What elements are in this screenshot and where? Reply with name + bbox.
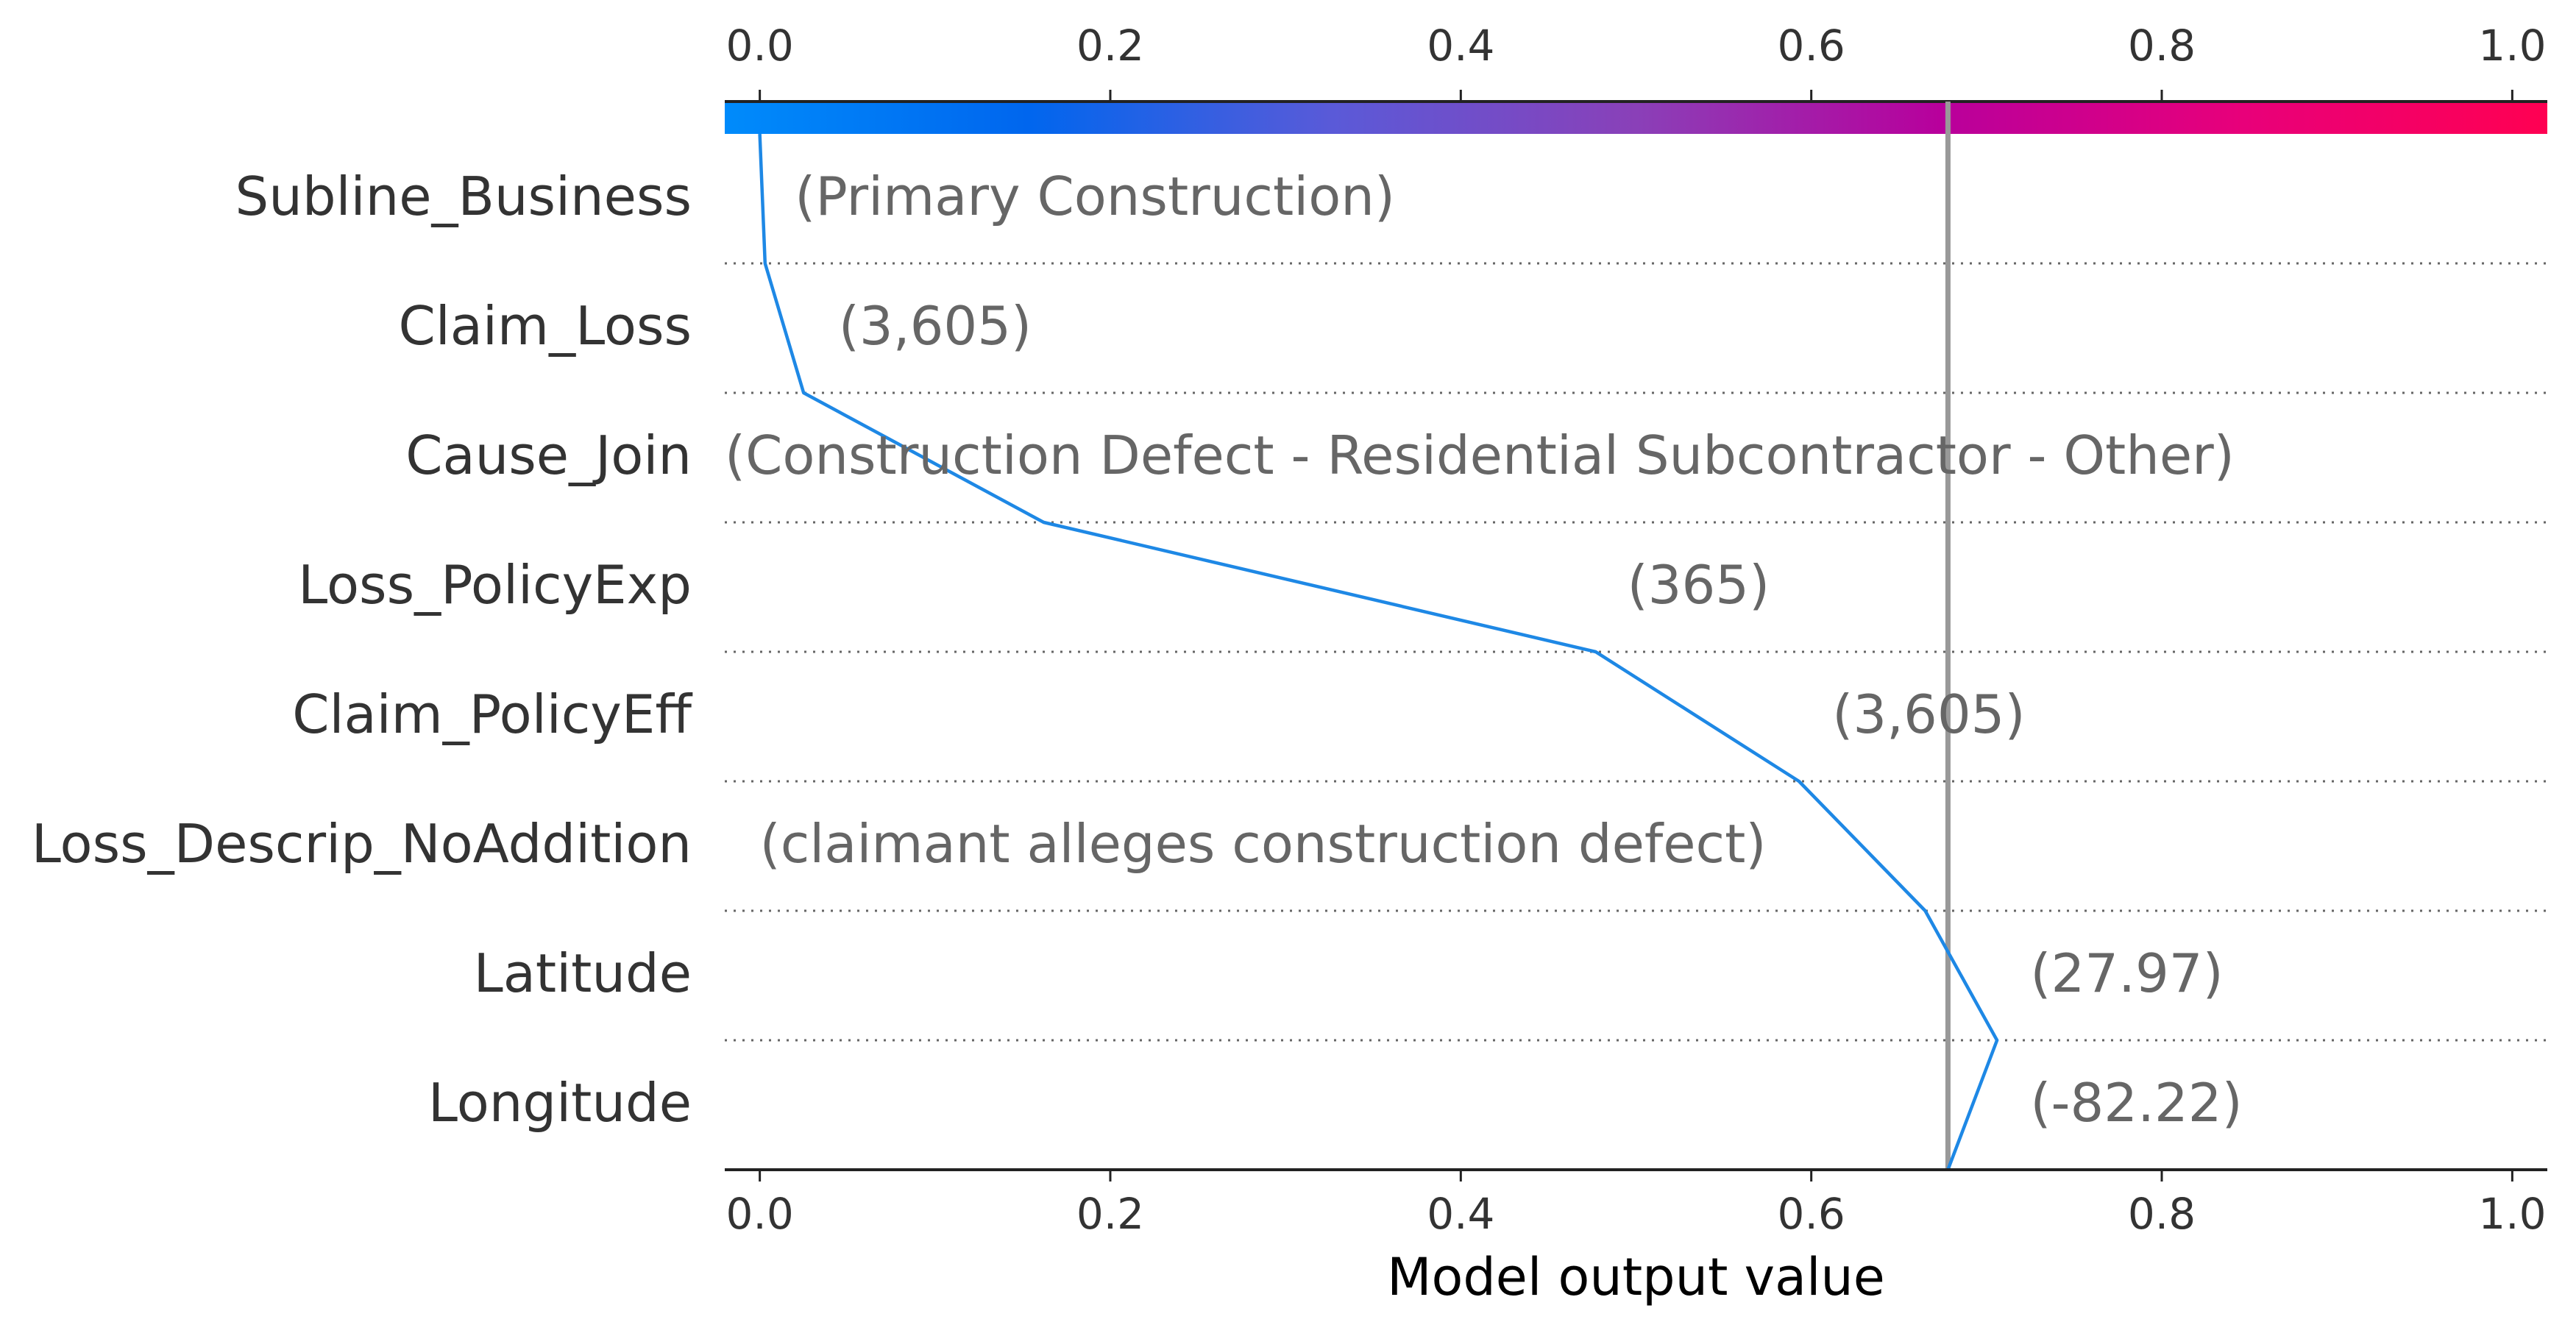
feature-value-label: (3,605) xyxy=(1832,683,2025,745)
colorbar xyxy=(725,102,2547,134)
bottom-tick-label: 0.4 xyxy=(1427,1189,1494,1239)
top-tick-label: 0.0 xyxy=(726,21,794,71)
bottom-tick-label: 0.8 xyxy=(2128,1189,2196,1239)
feature-name-label: Loss_Descrip_NoAddition xyxy=(32,813,692,875)
top-tick-label: 1.0 xyxy=(2478,21,2546,71)
feature-labels: Subline_Business Claim_Loss Cause_Join Loss… xyxy=(32,166,693,1134)
top-tick-label: 0.8 xyxy=(2128,21,2196,71)
feature-name-label: Latitude xyxy=(474,942,692,1004)
feature-name-label: Cause_Join xyxy=(405,424,692,486)
top-tick-label: 0.2 xyxy=(1076,21,1144,71)
feature-value-label: (claimant alleges construction defect) xyxy=(760,813,1767,875)
decision-path-line xyxy=(758,133,1999,1170)
feature-name-label: Subline_Business xyxy=(235,166,692,227)
top-axis-ticks: 0.0 0.2 0.4 0.6 0.8 1.0 xyxy=(726,21,2546,102)
bottom-tick-label: 0.6 xyxy=(1778,1189,1845,1239)
feature-name-label: Loss_PolicyExp xyxy=(298,554,692,616)
x-axis-title: Model output value xyxy=(1387,1247,1885,1307)
feature-value-label: (Primary Construction) xyxy=(795,166,1395,227)
feature-name-label: Claim_PolicyEff xyxy=(292,683,692,745)
feature-value-label: (-82.22) xyxy=(2030,1072,2242,1134)
bottom-axis-ticks: 0.0 0.2 0.4 0.6 0.8 1.0 xyxy=(726,1170,2546,1239)
feature-name-label: Claim_Loss xyxy=(399,295,692,357)
top-tick-label: 0.6 xyxy=(1778,21,1845,71)
bottom-tick-label: 1.0 xyxy=(2478,1189,2546,1239)
feature-value-label: (27.97) xyxy=(2030,942,2223,1004)
bottom-tick-label: 0.0 xyxy=(726,1189,794,1239)
top-tick-label: 0.4 xyxy=(1427,21,1494,71)
feature-name-label: Longitude xyxy=(428,1072,692,1134)
feature-value-label: (Construction Defect - Residential Subco… xyxy=(725,424,2235,486)
feature-value-label: (3,605) xyxy=(839,295,1032,357)
row-separators xyxy=(725,262,2547,1042)
bottom-tick-label: 0.2 xyxy=(1076,1189,1144,1239)
feature-value-labels: (Primary Construction) (3,605) (Constructi… xyxy=(725,166,2243,1134)
feature-value-label: (365) xyxy=(1628,554,1770,616)
